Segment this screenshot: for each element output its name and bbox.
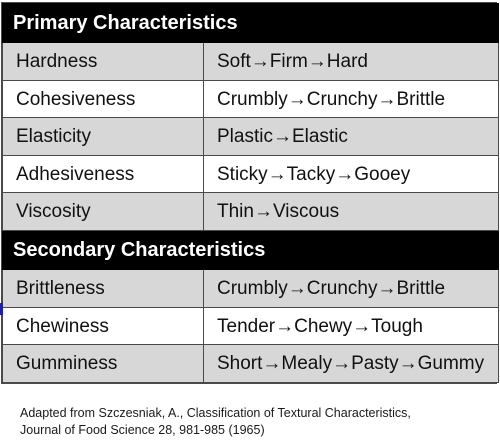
characteristic-cell: Cohesiveness xyxy=(2,79,204,119)
section-header-primary: Primary Characteristics xyxy=(1,2,500,44)
citation-line-1: Adapted from Szczesniak, A., Classificat… xyxy=(20,406,411,420)
scale-cell: Short→Mealy→Pasty→Gummy xyxy=(202,344,500,383)
citation-line-2: Journal of Food Science 28, 981-985 (196… xyxy=(20,423,265,437)
scale-cell: Tender→Chewy→Tough xyxy=(202,306,500,346)
section-title: Primary Characteristics xyxy=(1,2,500,44)
characteristic-cell: Gumminess xyxy=(2,344,204,383)
section-header-secondary: Secondary Characteristics xyxy=(1,229,500,271)
characteristic-cell: Viscosity xyxy=(2,192,204,231)
scale-cell: Crumbly→Crunchy→Brittle xyxy=(202,79,500,119)
characteristics-grid: Primary Characteristics Hardness Soft→Fi… xyxy=(1,2,500,383)
characteristic-cell: Chewiness xyxy=(2,306,204,346)
scale-cell: Sticky→Tacky→Gooey xyxy=(202,154,500,194)
scale-cell: Crumbly→Crunchy→Brittle xyxy=(202,269,500,308)
characteristic-cell: Adhesiveness xyxy=(2,154,204,194)
scale-cell: Soft→Firm→Hard xyxy=(202,42,500,81)
left-edge-marker xyxy=(0,303,3,315)
table-row: Cohesiveness Crumbly→Crunchy→Brittle xyxy=(2,79,500,119)
table-row: Chewiness Tender→Chewy→Tough xyxy=(2,306,500,346)
table-row: Elasticity Plastic→Elastic xyxy=(2,117,500,156)
characteristic-cell: Brittleness xyxy=(2,269,204,308)
table-row: Viscosity Thin→Viscous xyxy=(2,192,500,231)
characteristic-cell: Hardness xyxy=(2,42,204,81)
texture-characteristics-table: Primary Characteristics Hardness Soft→Fi… xyxy=(1,2,500,384)
scale-cell: Plastic→Elastic xyxy=(202,117,500,156)
table-row: Adhesiveness Sticky→Tacky→Gooey xyxy=(2,154,500,194)
source-citation: Adapted from Szczesniak, A., Classificat… xyxy=(20,405,411,439)
characteristic-cell: Elasticity xyxy=(2,117,204,156)
table-row: Gumminess Short→Mealy→Pasty→Gummy xyxy=(2,344,500,383)
section-title: Secondary Characteristics xyxy=(1,229,500,271)
table-row: Brittleness Crumbly→Crunchy→Brittle xyxy=(2,269,500,308)
scale-cell: Thin→Viscous xyxy=(202,192,500,231)
table-row: Hardness Soft→Firm→Hard xyxy=(2,42,500,81)
